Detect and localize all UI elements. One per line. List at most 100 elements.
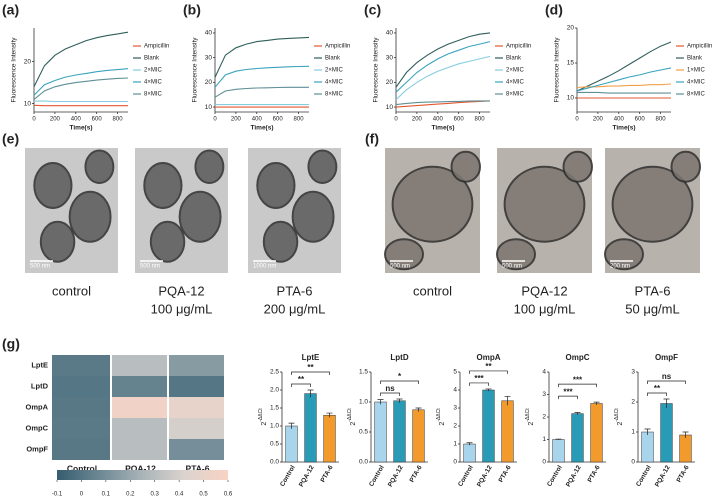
error-bar	[663, 398, 670, 408]
y-label-exponent: -ΔΔCt	[258, 408, 264, 422]
bar	[393, 400, 406, 463]
x-tick-label: 600	[92, 117, 103, 123]
y-tick-label: 20	[205, 79, 213, 86]
heatmap-cell	[112, 376, 167, 397]
scale-bar-label: 500 nm	[30, 264, 50, 270]
y-tick-label: 0.5	[270, 441, 279, 448]
caption: 100 μg/mL	[151, 301, 213, 316]
heatmap-cell	[169, 355, 224, 376]
y-label-base: 2	[350, 422, 357, 426]
y-tick-label: 1.5	[359, 369, 368, 376]
y-axis-label: 2-ΔΔCt	[347, 408, 357, 426]
x-tick-label: 800	[656, 117, 667, 123]
bar	[323, 414, 336, 463]
colorbar-tick-label: -0.1	[52, 492, 63, 498]
significance-label: **	[307, 363, 314, 372]
y-tick-label: 40	[386, 30, 394, 37]
error-bar	[555, 438, 562, 440]
chart-title: OmpC	[566, 353, 590, 362]
significance-bracket	[558, 395, 578, 400]
x-tick-label: PTA-6	[320, 464, 335, 484]
chart-title: OmpF	[655, 353, 678, 362]
y-axis-label: 2-ΔΔCt	[436, 408, 446, 426]
caption: PTA-6	[635, 283, 671, 298]
x-tick-label: 0	[575, 117, 579, 123]
significance-bracket	[469, 382, 489, 386]
y-tick-label: 0.5	[359, 429, 368, 436]
y-label-base: 2	[528, 422, 535, 426]
legend-label: 2×MIC	[506, 68, 525, 74]
significance-bracket	[291, 383, 311, 387]
cell	[562, 150, 593, 183]
y-tick-label: 0	[453, 459, 457, 466]
scale-bar-label: 500 nm	[390, 264, 410, 270]
y-tick-label: 0.0	[270, 459, 279, 466]
cell	[262, 220, 299, 263]
cell	[84, 149, 115, 184]
legend-label: 2×MIC	[144, 68, 163, 74]
legend-label: 8×MIC	[144, 92, 163, 98]
y-tick-label: 15	[567, 60, 575, 67]
y-tick-label: 10	[567, 95, 575, 102]
x-tick-label: Control	[546, 464, 564, 488]
scale-bar-label: 500 nm	[140, 264, 160, 270]
cell	[670, 150, 701, 183]
caption: PQA-12	[158, 283, 204, 298]
legend-label: Blank	[687, 56, 703, 62]
significance-bracket	[291, 371, 330, 375]
caption: control	[413, 283, 452, 298]
cell	[143, 162, 183, 209]
significance-bracket	[380, 392, 400, 396]
heatmap-cell	[169, 397, 224, 418]
error-bar	[682, 431, 689, 438]
axes	[576, 28, 671, 113]
bar	[641, 431, 654, 463]
legend-label: Ampicillin	[144, 44, 169, 50]
cell	[256, 162, 296, 209]
error-bar	[574, 412, 581, 415]
significance-bracket	[558, 383, 597, 388]
x-tick-label: Control	[457, 464, 475, 488]
x-tick-label: Control	[279, 464, 297, 488]
caption: PTA-6	[277, 283, 313, 298]
series-line	[33, 68, 129, 96]
bar	[374, 401, 387, 463]
x-axis-label: Time(s)	[432, 125, 455, 132]
x-tick-label: 200	[231, 117, 242, 123]
cell	[503, 165, 586, 243]
error-bar	[307, 389, 314, 398]
bar	[501, 400, 514, 463]
y-label-base: 2	[617, 422, 624, 426]
y-tick-label: 4	[453, 387, 457, 394]
panel-label: (d)	[545, 2, 563, 18]
legend-label: 8×MIC	[687, 92, 706, 98]
legend-label: 8×MIC	[325, 92, 344, 98]
y-label-exponent: -ΔΔCt	[525, 408, 531, 422]
y-tick-label: 10	[386, 104, 394, 111]
heatmap-cell	[112, 355, 167, 376]
significance-label: ns	[385, 384, 395, 393]
significance-bracket	[647, 380, 686, 384]
legend-label: 4×MIC	[687, 80, 706, 86]
legend-label: 1×MIC	[687, 68, 706, 74]
x-axis-label: Time(s)	[70, 125, 93, 132]
x-tick-label: 400	[252, 117, 263, 123]
scale-bar-label: 500 nm	[502, 264, 522, 270]
y-tick-label: 3	[542, 391, 546, 398]
legend-label: Ampicillin	[506, 44, 531, 50]
x-tick-label: PQA-12	[476, 464, 494, 488]
row-label: LptE	[31, 360, 48, 369]
bar	[571, 413, 584, 463]
column-label: PTA-6	[186, 463, 210, 473]
cell	[178, 190, 222, 243]
heatmap-cell	[52, 439, 110, 460]
heatmap-cell	[112, 439, 167, 460]
heatmap-cell	[169, 376, 224, 397]
y-tick-label: 2.0	[270, 387, 279, 394]
bar	[679, 434, 692, 463]
scale-bar-label: 200 nm	[610, 264, 630, 270]
y-tick-label: 1.5	[270, 405, 279, 412]
error-bar	[593, 401, 600, 405]
x-tick-label: PTA-6	[498, 464, 513, 484]
heatmap-cell	[169, 418, 224, 439]
